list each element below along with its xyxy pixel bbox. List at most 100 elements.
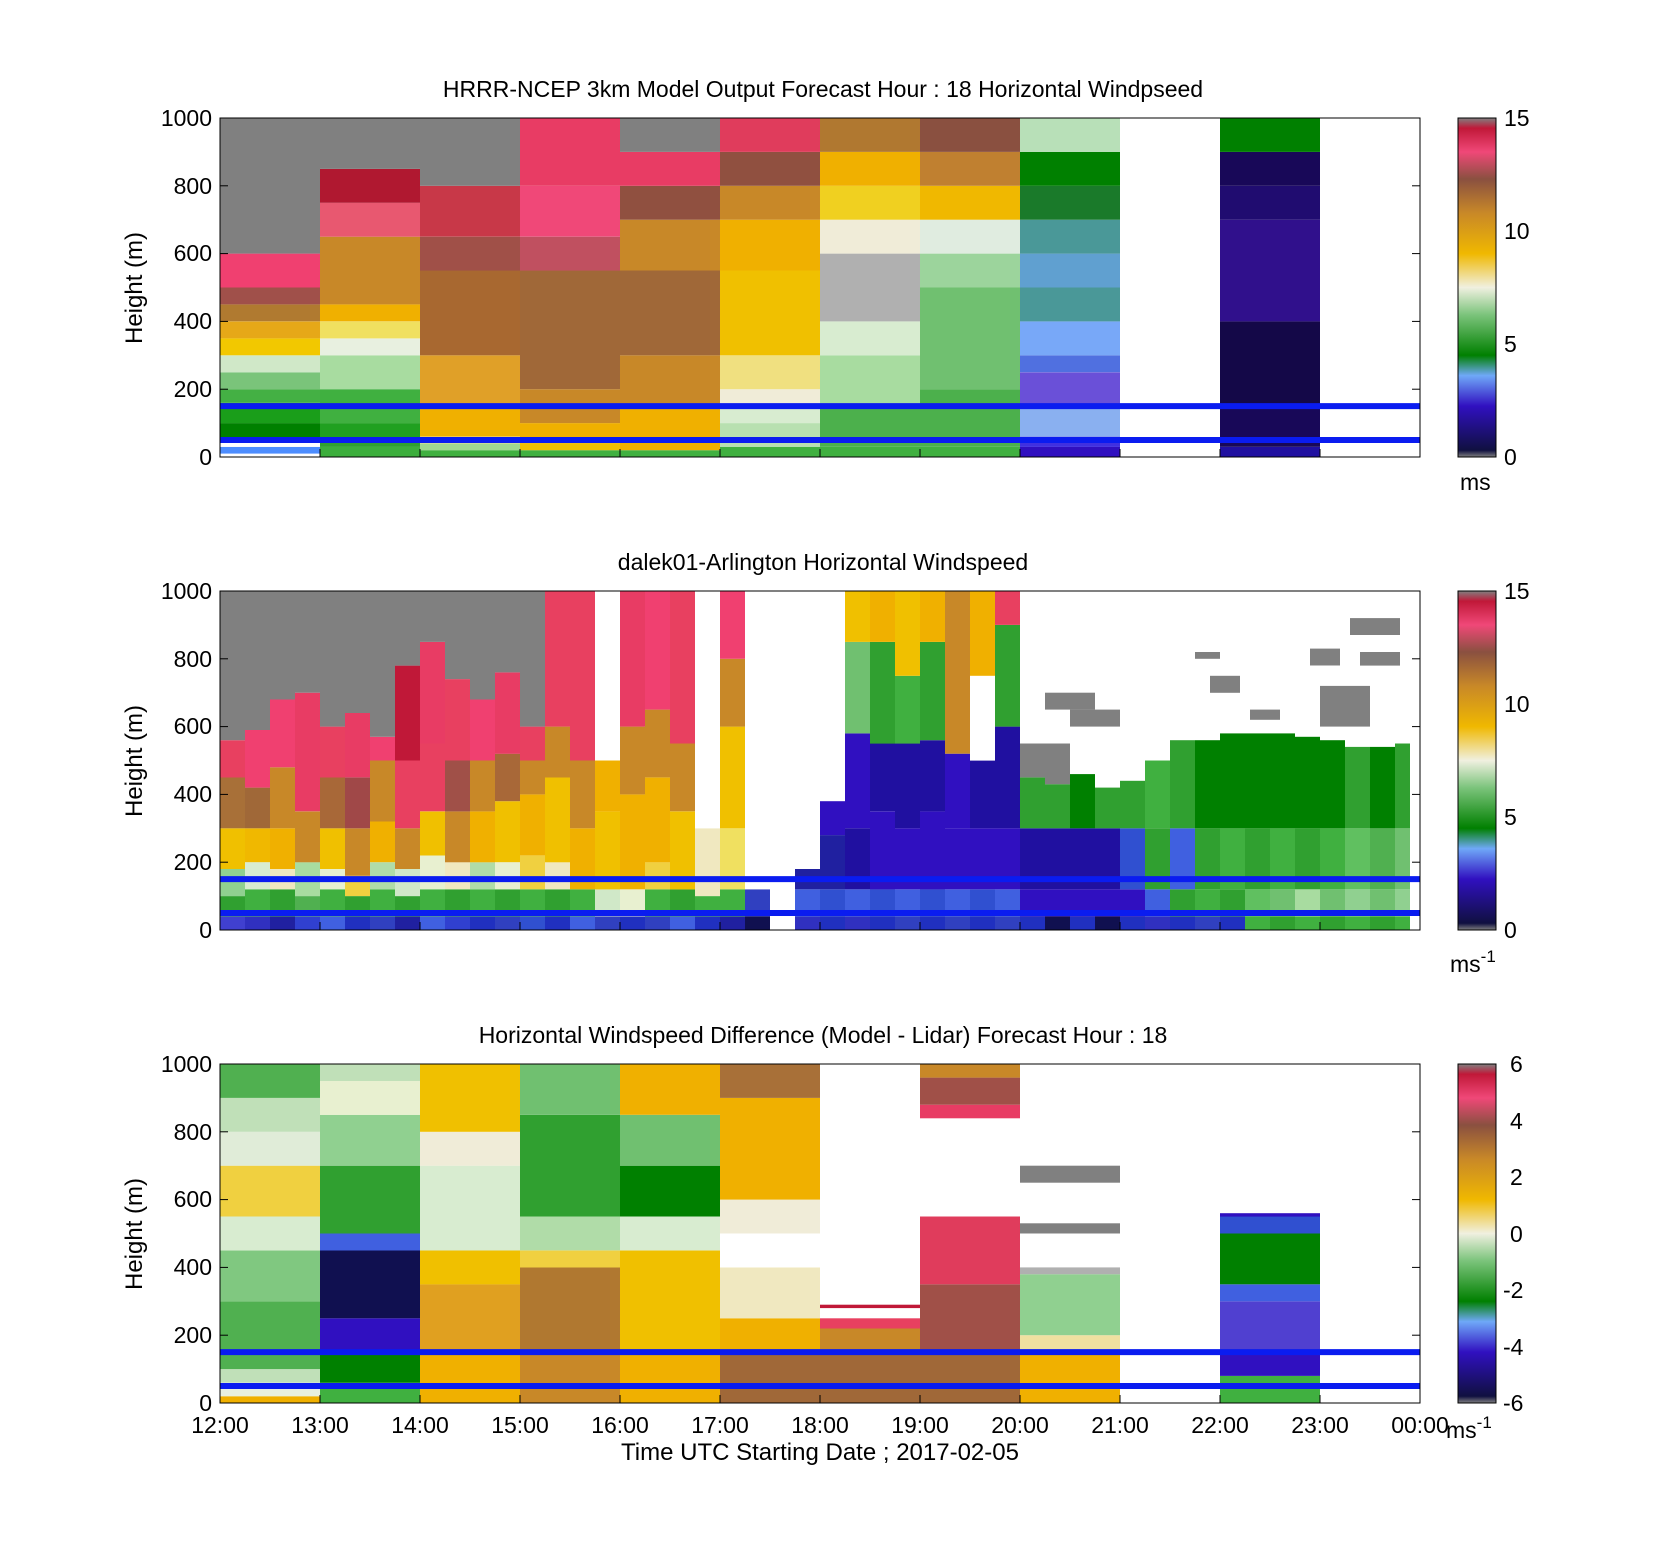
heatmap-cell <box>820 118 920 152</box>
y-tick-label: 600 <box>174 713 212 739</box>
heatmap-cell <box>720 1267 820 1319</box>
heatmap-cell <box>720 726 745 829</box>
colorbar-tick-label: 0 <box>1504 917 1517 943</box>
heatmap-cell <box>820 1304 920 1309</box>
heatmap-cell <box>220 1165 320 1217</box>
heatmap-cell <box>845 591 870 642</box>
y-tick-label: 1000 <box>161 105 212 131</box>
heatmap-cell <box>1395 828 1410 890</box>
colorbar-tick-label: 0 <box>1510 1221 1523 1247</box>
panel-model: HRRR-NCEP 3km Model Output Forecast Hour… <box>121 76 1530 495</box>
heatmap-cell <box>620 726 645 795</box>
heatmap-cell <box>1095 916 1120 930</box>
heatmap-cell <box>945 916 970 930</box>
heatmap-cell <box>220 828 245 869</box>
heatmap-cell <box>295 916 320 930</box>
heatmap-cell <box>1020 321 1120 356</box>
heatmap-cell <box>320 423 420 440</box>
heatmap-cell <box>1320 685 1370 727</box>
heatmap-cell <box>420 916 445 930</box>
colorbar-tick-label: -2 <box>1503 1277 1523 1303</box>
y-tick-label: 200 <box>174 849 212 875</box>
colorbar-tick-label: 2 <box>1510 1164 1523 1190</box>
heatmap-cell <box>570 916 595 930</box>
heatmap-cell <box>845 916 870 930</box>
heatmap-cell <box>370 821 395 863</box>
heatmap-cell <box>970 916 995 930</box>
heatmap-cell <box>1020 118 1120 152</box>
heatmap-cell <box>595 916 620 930</box>
colorbar-gradient <box>1457 590 1497 931</box>
heatmap-cell <box>1395 889 1410 917</box>
heatmap-cell <box>920 641 945 741</box>
heatmap-cell <box>470 811 495 863</box>
colorbar: 0 5 10 15 ms <box>1457 105 1530 495</box>
heatmap-cell <box>345 828 370 876</box>
heatmap-cell <box>1295 736 1320 829</box>
heatmap-cell <box>520 1352 620 1403</box>
heatmap-cell <box>695 591 720 727</box>
heatmap-cell <box>245 862 270 890</box>
heatmap-cell <box>695 828 720 897</box>
x-tick-label: 00:00 <box>1391 1412 1449 1438</box>
heatmap-cell <box>1220 321 1320 407</box>
colorbar-tick-label: 4 <box>1510 1108 1523 1134</box>
heatmap-cell <box>320 446 420 457</box>
heatmap-cell <box>1020 185 1120 220</box>
heatmap-cell <box>220 372 320 390</box>
heatmap-cell <box>520 236 620 271</box>
heatmap-cell <box>920 1352 1020 1403</box>
heatmap-cell <box>1220 1233 1320 1285</box>
y-tick-label: 0 <box>199 1390 212 1416</box>
heatmap-cell <box>720 916 745 930</box>
heatmap-cell <box>820 446 920 457</box>
heatmap-cell <box>420 1284 520 1353</box>
heatmap-cell <box>720 1097 820 1200</box>
heatmap-cell <box>620 118 720 152</box>
colorbar-gradient <box>1457 1063 1497 1404</box>
y-tick-label: 0 <box>199 444 212 470</box>
heatmap-cell <box>1045 784 1070 829</box>
heatmap-cell <box>420 591 445 642</box>
heatmap-cell <box>945 591 970 754</box>
heatmap-cell <box>320 321 420 339</box>
heatmap-cell <box>620 1352 720 1403</box>
heatmap-cell <box>645 916 670 930</box>
x-tick-label: 20:00 <box>991 1412 1049 1438</box>
heatmap-cell <box>420 855 445 890</box>
heatmap-cell <box>920 1104 1020 1119</box>
heatmap-cell <box>395 869 420 897</box>
heatmap-cell <box>1020 253 1120 288</box>
heatmap-cell <box>720 423 820 447</box>
heatmap-cell <box>320 591 345 727</box>
heatmap-cell <box>645 777 670 863</box>
heatmap-cell <box>645 862 670 890</box>
x-tick-label: 22:00 <box>1191 1412 1249 1438</box>
heatmap-cell <box>620 219 720 271</box>
heatmap-cell <box>845 641 870 734</box>
heatmap-cell <box>445 591 470 680</box>
heatmap-cell <box>895 743 920 829</box>
heatmap-cell <box>320 1081 420 1115</box>
heatmap-cell <box>495 916 520 930</box>
heatmap-cell <box>745 591 770 863</box>
heatmap-cell <box>520 1250 620 1268</box>
heatmap-cell <box>420 811 445 856</box>
heatmap-cell <box>1020 219 1120 254</box>
heatmap-cell <box>270 916 295 930</box>
heatmap-cell <box>470 916 495 930</box>
heatmap-cell <box>295 692 320 812</box>
heatmap-cell <box>320 1318 420 1353</box>
heatmap-cell <box>970 760 995 829</box>
heatmap-cell <box>520 760 545 795</box>
heatmap-cell <box>1220 219 1320 322</box>
colorbar: -6 -4 -2 0 2 4 6 ms-1 <box>1446 1051 1524 1443</box>
heatmap-cell <box>1170 740 1195 829</box>
heatmap-cell <box>320 1352 420 1383</box>
heatmap-cell <box>1395 743 1410 829</box>
heatmap-cell <box>420 450 520 457</box>
x-tick-label: 23:00 <box>1291 1412 1349 1438</box>
heatmap-cell <box>220 355 320 373</box>
heatmap-cell <box>1145 760 1170 829</box>
heatmap-cell <box>420 118 520 186</box>
